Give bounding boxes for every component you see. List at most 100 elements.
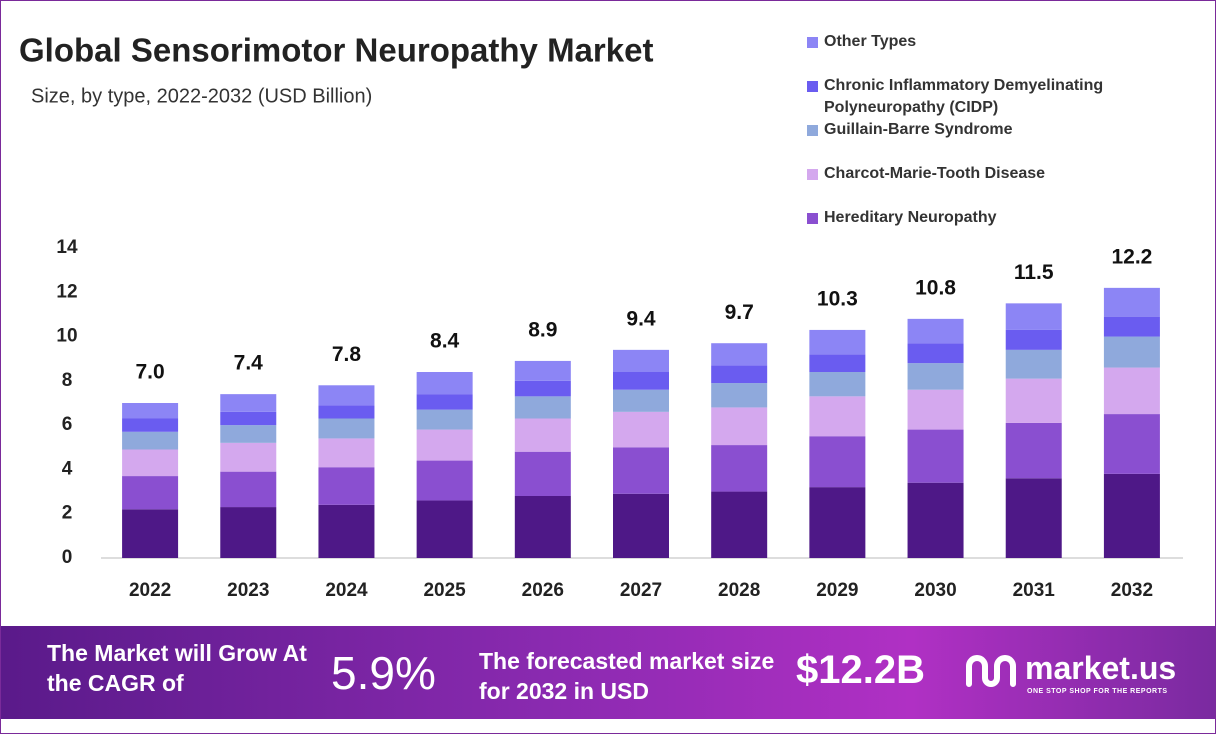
legend-swatch: [807, 213, 818, 224]
footer-banner: The Market will Grow At the CAGR of 5.9%…: [1, 626, 1215, 719]
legend-swatch: [807, 37, 818, 48]
y-tick-label: 4: [62, 458, 73, 479]
bar-segment: [613, 389, 669, 412]
bar-segment: [809, 396, 866, 437]
bar-segment: [809, 354, 866, 372]
bar-segment: [809, 329, 866, 355]
chart: Global Sensorimotor Neuropathy Market Si…: [19, 32, 1183, 601]
legend-label: Guillain-Barre Syndrome: [824, 121, 1013, 138]
total-label: 10.3: [817, 287, 858, 310]
bar-segment: [907, 429, 964, 483]
bar-segment: [1103, 473, 1160, 558]
bar-segment: [711, 343, 768, 366]
bar-segment: [711, 383, 768, 408]
bar-segment: [1103, 287, 1160, 317]
bar-segment: [1005, 303, 1062, 330]
legend-label: Charcot-Marie-Tooth Disease: [824, 165, 1046, 182]
legend: Other Types Chronic Inflammatory Demyelin…: [807, 31, 1167, 251]
total-label: 9.4: [626, 307, 656, 330]
brand-logo: [966, 655, 1016, 687]
bar-segment: [1103, 367, 1160, 415]
legend-item: Hereditary Neuropathy: [807, 207, 1167, 251]
bar-segment: [514, 418, 571, 452]
total-label: 12.2: [1111, 245, 1152, 268]
bar-segment: [907, 363, 964, 390]
bar-segment: [122, 418, 179, 432]
y-tick-label: 6: [62, 414, 73, 435]
brand-tagline: ONE STOP SHOP FOR THE REPORTS: [1027, 688, 1168, 695]
legend-swatch: [807, 169, 818, 180]
total-label: 8.4: [430, 330, 460, 353]
legend-item: Other Types: [807, 31, 1167, 75]
chart-title: Global Sensorimotor Neuropathy Market: [19, 32, 653, 69]
bar-segment: [220, 442, 277, 472]
total-label: 7.8: [332, 343, 362, 366]
bar-segment: [613, 411, 669, 448]
bar-segment: [514, 451, 571, 496]
total-label: 8.9: [528, 318, 557, 341]
bar-segment: [711, 491, 768, 558]
legend-item: Guillain-Barre Syndrome: [807, 119, 1167, 163]
bar-segment: [416, 409, 473, 430]
bar-segment: [1103, 336, 1160, 368]
bar-segment: [318, 405, 375, 419]
bar-segment: [711, 445, 768, 492]
bar-segment: [613, 493, 669, 558]
legend-label: Chronic Inflammatory Demyelinating Polyn…: [824, 77, 1104, 116]
chart-subtitle: Size, by type, 2022-2032 (USD Billion): [31, 85, 372, 107]
bar-segment: [907, 318, 964, 344]
x-tick-label: 2029: [816, 580, 858, 601]
bar-segment: [613, 372, 669, 390]
bar-segment: [220, 394, 277, 412]
bar-segment: [809, 372, 866, 397]
legend-item: Chronic Inflammatory Demyelinating Polyn…: [807, 75, 1167, 119]
x-tick-label: 2024: [325, 580, 368, 601]
bar-segment: [711, 365, 768, 384]
bar-segment: [1005, 422, 1062, 479]
y-tick-label: 14: [56, 237, 78, 258]
bar-segment: [514, 360, 571, 381]
bar-segment: [416, 460, 473, 501]
forecast-value: $12.2B: [796, 648, 925, 692]
bar-segment: [1005, 329, 1062, 350]
bar-segment: [907, 482, 964, 558]
y-tick-label: 2: [62, 503, 73, 524]
x-tick-label: 2031: [1013, 580, 1056, 601]
bar-segment: [416, 372, 473, 395]
bar-segment: [514, 396, 571, 419]
bar-segment: [907, 389, 964, 430]
forecast-text: The forecasted market size for 2032 in U…: [479, 648, 775, 704]
bar-segment: [416, 394, 473, 410]
bar-segment: [220, 411, 277, 426]
bar-segment: [613, 349, 669, 372]
cagr-value: 5.9%: [331, 647, 436, 699]
bar-segment: [1005, 478, 1062, 558]
bar-segment: [416, 500, 473, 558]
x-tick-label: 2025: [423, 580, 466, 601]
total-label: 9.7: [725, 301, 754, 324]
bar-segment: [416, 429, 473, 461]
bar-segment: [318, 438, 375, 468]
total-label: 7.0: [135, 361, 164, 384]
brand-name: market.us: [1025, 650, 1177, 686]
x-tick-label: 2028: [718, 580, 760, 601]
x-tick-label: 2032: [1111, 580, 1153, 601]
bar-segment: [220, 425, 277, 443]
total-label: 11.5: [1014, 261, 1054, 284]
bar-segment: [122, 431, 179, 450]
bar-segment: [711, 407, 768, 446]
bar-segment: [122, 476, 179, 510]
bar-segment: [514, 380, 571, 397]
y-tick-label: 12: [56, 281, 77, 302]
legend-item: Charcot-Marie-Tooth Disease: [807, 163, 1167, 207]
legend-label: Other Types: [824, 33, 917, 50]
bar-segment: [613, 447, 669, 494]
bar-segment: [122, 509, 179, 558]
legend-swatch: [807, 125, 818, 136]
cagr-text: The Market will Grow At the CAGR of: [47, 640, 307, 696]
total-label: 10.8: [915, 276, 956, 299]
bar-segment: [1103, 316, 1160, 337]
bar-segment: [220, 471, 277, 508]
bar-segment: [122, 449, 179, 477]
x-tick-label: 2022: [129, 580, 171, 601]
